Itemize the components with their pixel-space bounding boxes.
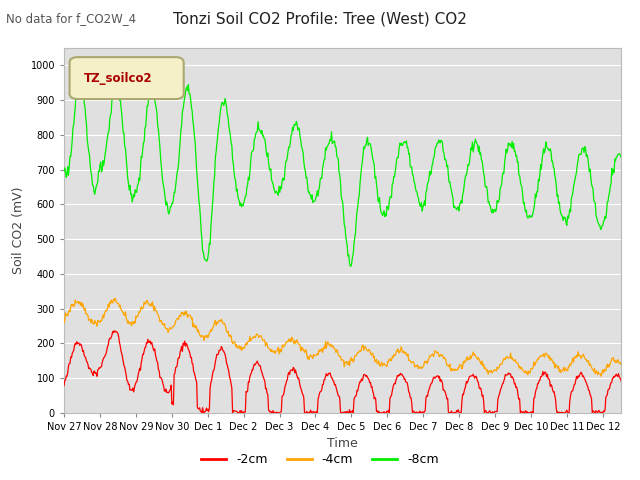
FancyBboxPatch shape: [70, 57, 184, 99]
Text: TZ_soilco2: TZ_soilco2: [83, 72, 152, 84]
Y-axis label: Soil CO2 (mV): Soil CO2 (mV): [12, 187, 25, 274]
Legend: -2cm, -4cm, -8cm: -2cm, -4cm, -8cm: [196, 448, 444, 471]
X-axis label: Time: Time: [327, 437, 358, 450]
Text: Tonzi Soil CO2 Profile: Tree (West) CO2: Tonzi Soil CO2 Profile: Tree (West) CO2: [173, 12, 467, 27]
Text: No data for f_CO2W_4: No data for f_CO2W_4: [6, 12, 136, 25]
